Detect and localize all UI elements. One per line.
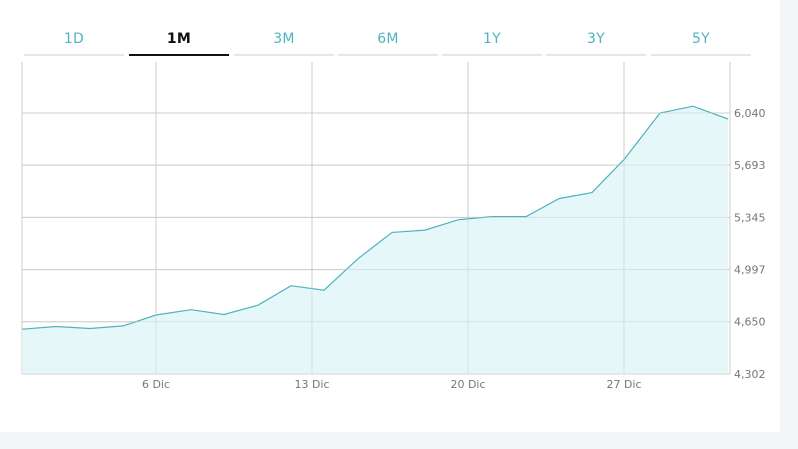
y-tick-label: 6,040 [734,107,766,120]
tab-6m[interactable]: 6M [338,24,438,56]
tab-3m[interactable]: 3M [234,24,334,56]
series-line [21,105,729,330]
x-tick-label: 13 Dic [294,378,329,391]
tab-1y[interactable]: 1Y [442,24,542,56]
series-area [22,106,728,374]
tab-1d[interactable]: 1D [24,24,124,56]
y-tick-label: 4,302 [734,368,766,381]
y-tick-label: 5,693 [734,159,766,172]
x-tick-label: 20 Dic [450,378,485,391]
x-tick-label: 27 Dic [606,378,641,391]
chart-card: 1D 1M 3M 6M 1Y 3Y 5Y 4,302 4,650 4,997 5,345 5,693… [0,0,780,432]
y-tick-label: 4,997 [734,264,766,277]
range-tabs: 1D 1M 3M 6M 1Y 3Y 5Y [24,24,756,56]
x-tick-label: 6 Dic [142,378,170,391]
tab-3y[interactable]: 3Y [546,24,646,56]
tab-5y[interactable]: 5Y [651,24,751,56]
tab-1m[interactable]: 1M [129,24,229,56]
y-tick-label: 5,345 [734,211,766,224]
price-area-chart: 4,302 4,650 4,997 5,345 5,693 6,040 6 Dic 13 Di… [21,62,766,391]
y-tick-label: 4,650 [734,316,766,329]
